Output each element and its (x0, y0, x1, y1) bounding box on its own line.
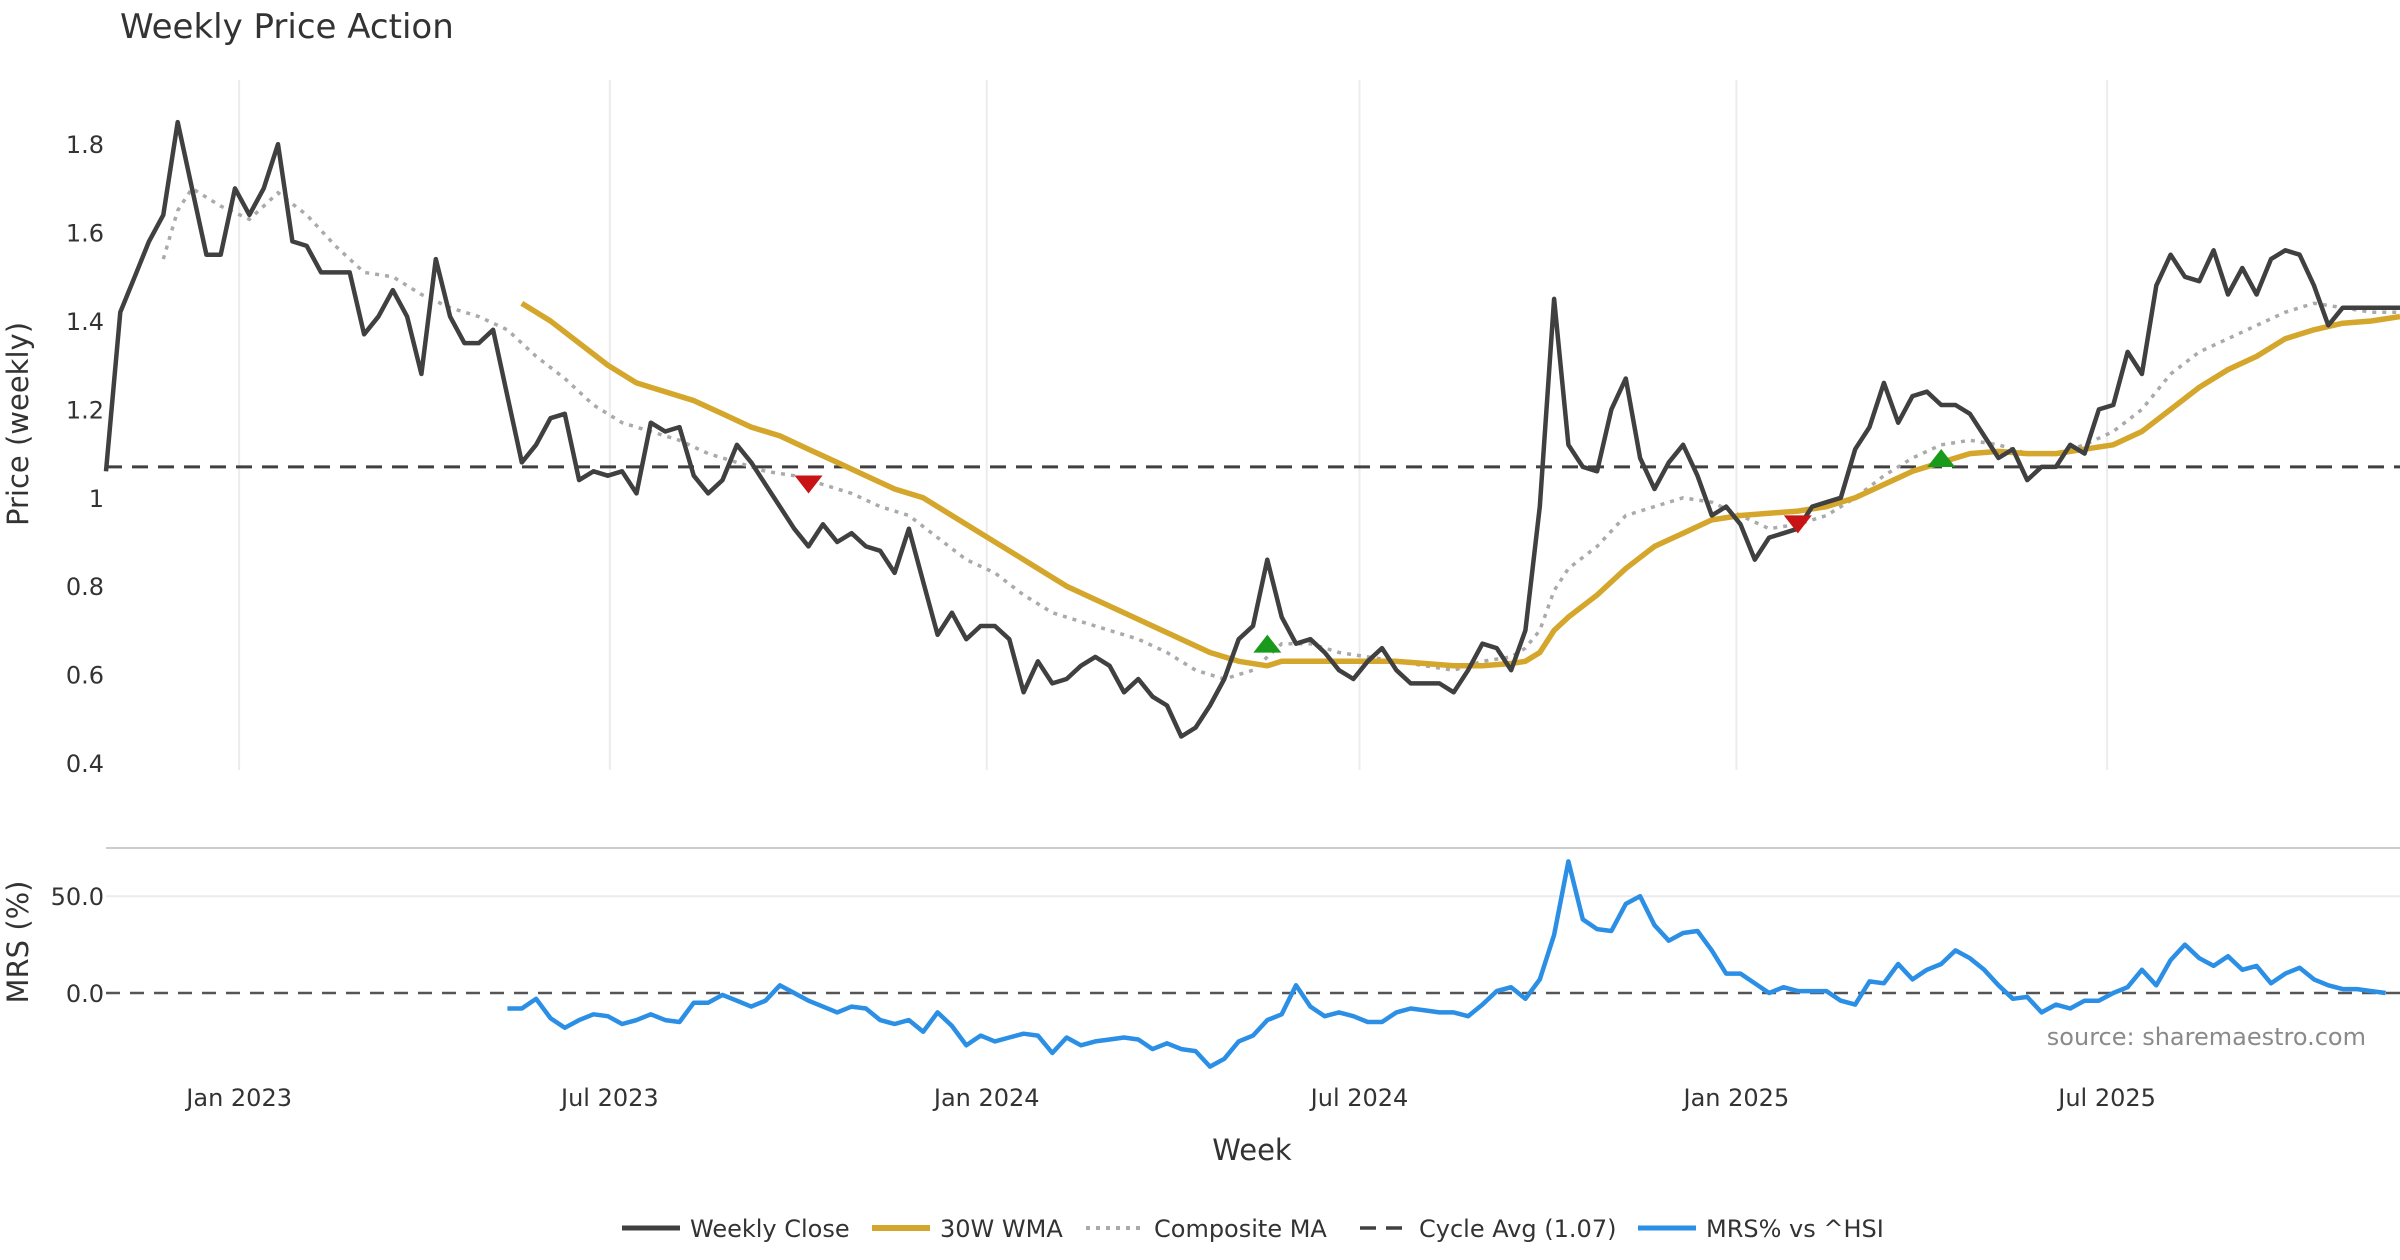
series-composite-ma (161, 186, 2400, 681)
legend-label-mrs: MRS% vs ^HSI (1706, 1215, 1884, 1243)
series-mrs (507, 859, 2386, 1069)
mrs-y-tick-labels: 0.0 50.0 (51, 883, 104, 1008)
price-y-tick-label: 0.6 (66, 662, 104, 690)
price-gridlines (238, 80, 2109, 770)
x-tick-label: Jan 2023 (184, 1084, 292, 1112)
legend-label-cycle-avg: Cycle Avg (1.07) (1419, 1215, 1616, 1243)
price-y-axis-title: Price (weekly) (1, 322, 35, 526)
legend-label-composite-ma: Composite MA (1154, 1215, 1327, 1243)
legend-label-30w-wma: 30W WMA (940, 1215, 1063, 1243)
signal-markers (794, 449, 1956, 653)
mrs-y-axis-title: MRS (%) (1, 881, 35, 1004)
price-y-tick-labels: 0.4 0.6 0.8 1 1.2 1.4 1.6 1.8 (66, 131, 104, 778)
legend-label-weekly-close: Weekly Close (690, 1215, 850, 1243)
mrs-y-tick-label: 0.0 (66, 980, 104, 1008)
sell-signal-marker (1783, 515, 1812, 534)
series-30w-wma (520, 300, 2400, 669)
x-axis-title: Week (1212, 1133, 1292, 1167)
price-y-tick-label: 0.4 (66, 750, 104, 778)
x-tick-label: Jul 2025 (2056, 1084, 2156, 1112)
legend: Weekly Close 30W WMA Composite MA Cycle … (622, 1215, 1884, 1243)
series-weekly-close (103, 119, 2400, 739)
mrs-y-tick-label: 50.0 (51, 883, 104, 911)
price-y-tick-label: 1 (89, 485, 104, 513)
x-tick-label: Jan 2025 (1682, 1084, 1790, 1112)
x-tick-label: Jan 2024 (932, 1084, 1040, 1112)
sell-signal-marker (794, 475, 823, 494)
source-note: source: sharemaestro.com (2047, 1023, 2366, 1051)
price-y-tick-label: 1.4 (66, 308, 104, 336)
x-tick-label: Jul 2023 (559, 1084, 659, 1112)
buy-signal-marker (1927, 449, 1956, 468)
price-y-tick-label: 1.8 (66, 131, 104, 159)
x-tick-labels: Jan 2023 Jul 2023 Jan 2024 Jul 2024 Jan 2025… (184, 1084, 2156, 1112)
price-y-tick-label: 1.6 (66, 220, 104, 248)
buy-signal-marker (1253, 634, 1282, 653)
chart-title: Weekly Price Action (120, 7, 454, 47)
price-y-tick-label: 1.2 (66, 396, 104, 424)
price-y-tick-label: 0.8 (66, 573, 104, 601)
x-tick-label: Jul 2024 (1309, 1084, 1409, 1112)
